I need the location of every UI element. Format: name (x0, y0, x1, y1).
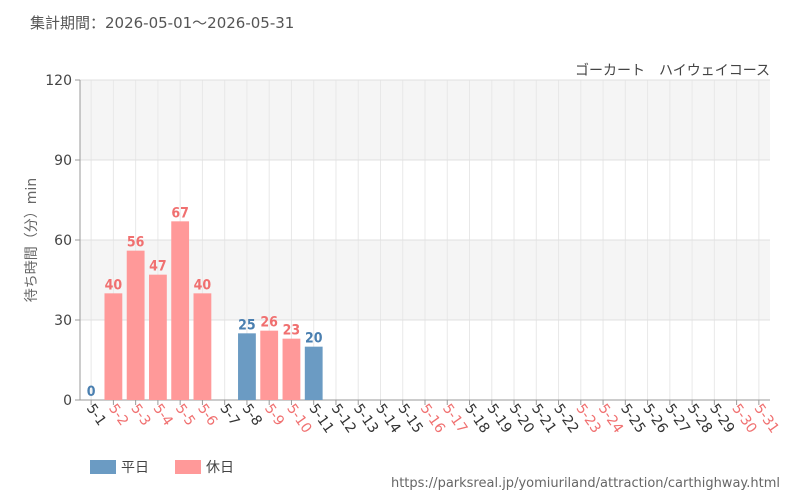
legend-swatch (175, 460, 201, 474)
source-url: https://parksreal.jp/yomiuriland/attract… (391, 476, 780, 491)
legend-label: 休日 (206, 460, 234, 476)
y-tick-label: 30 (54, 313, 72, 329)
bar (193, 293, 212, 400)
x-tick-label: 5-2 (105, 401, 131, 429)
x-tick-label: 5-5 (172, 401, 198, 429)
data-label: 40 (194, 277, 212, 293)
x-tick-label: 5-3 (127, 401, 153, 429)
y-tick-label: 120 (45, 73, 72, 89)
bar (104, 293, 123, 400)
bar (260, 330, 279, 400)
data-label: 40 (105, 277, 123, 293)
data-label: 0 (87, 384, 96, 400)
chart-subtitle: 集計期間：2026-05-01～2026-05-31 (30, 14, 294, 32)
x-tick-label: 5-6 (194, 401, 220, 429)
data-label: 25 (238, 317, 256, 333)
x-tick-label: 5-1 (83, 401, 109, 429)
bar (304, 346, 323, 400)
bar (282, 338, 301, 400)
x-tick-label: 5-7 (216, 401, 242, 429)
data-label: 47 (149, 259, 167, 275)
bar (149, 274, 167, 400)
bar (126, 250, 145, 400)
x-tick-label: 5-4 (150, 401, 176, 429)
chart-title: ゴーカート ハイウェイコース (575, 62, 770, 79)
y-tick-label: 60 (54, 233, 72, 249)
bar (171, 221, 190, 400)
data-label: 67 (171, 205, 189, 221)
legend-label: 平日 (121, 460, 149, 476)
x-tick-label: 5-9 (261, 401, 287, 429)
y-axis-label: 待ち時間（分）min (24, 178, 40, 302)
data-label: 23 (283, 323, 301, 339)
data-label: 56 (127, 235, 145, 251)
x-tick-label: 5-8 (239, 401, 265, 429)
x-tick-label: 5-31 (751, 401, 782, 436)
data-label: 20 (305, 331, 323, 347)
legend-swatch (90, 460, 116, 474)
bar (238, 333, 256, 400)
data-label: 26 (260, 315, 278, 331)
y-tick-label: 0 (63, 393, 72, 409)
y-tick-label: 90 (54, 153, 72, 169)
